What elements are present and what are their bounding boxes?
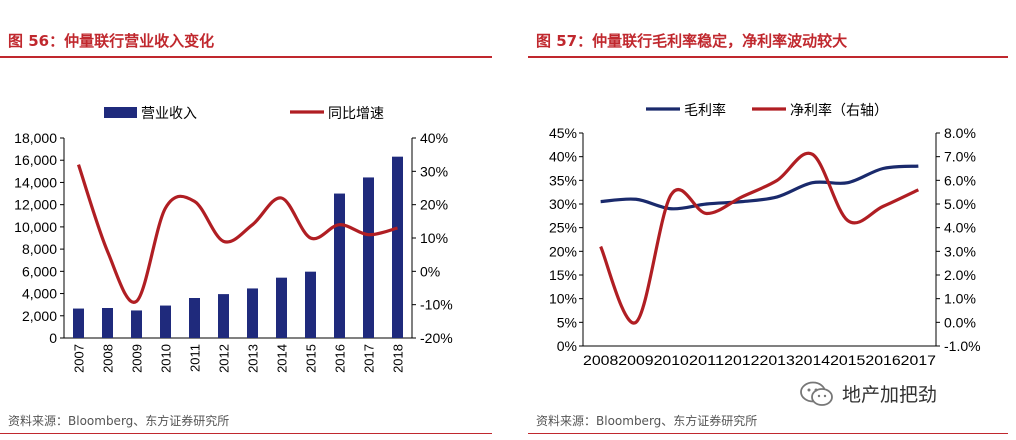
x-tick-label: 2010 [654,353,689,368]
figure-57-source: 资料来源：Bloomberg、东方证券研究所 [536,414,758,428]
y-tick-label-left: 8,000 [22,241,57,257]
x-tick-label: 2017 [901,353,936,368]
figure-56-source: 资料来源：Bloomberg、东方证券研究所 [8,414,230,428]
legend-swatch-revenue [104,107,137,118]
y-tick-label-right: 3.0% [944,243,976,259]
legend-label-net: 净利率（右轴） [790,102,888,119]
y-tick-label-right: -1.0% [944,338,981,354]
x-tick-label: 2009 [130,344,145,373]
revenue-bar [276,277,287,338]
x-tick-label: 2015 [830,353,865,368]
x-tick-label: 2011 [689,353,724,368]
x-tick-label: 2016 [333,344,348,373]
y-tick-label-right: 30% [420,163,448,179]
y-tick-label-right: 0% [420,263,440,279]
revenue-bar [392,156,403,338]
x-tick-label: 2013 [760,353,795,368]
y-tick-label-right: 2.0% [944,267,976,283]
y-tick-label-right: 0.0% [944,314,976,330]
revenue-bar [131,310,142,338]
bottom-rule [528,433,1008,434]
y-tick-label-left: 18,000 [14,130,57,146]
x-tick-label: 2008 [583,353,618,368]
y-tick-label-left: 25% [549,220,577,236]
y-tick-label-left: 14,000 [14,174,57,190]
x-tick-label: 2009 [618,353,653,368]
revenue-bar [305,271,316,338]
x-tick-label: 2014 [795,353,831,368]
y-tick-label-left: 0 [49,330,57,346]
y-tick-label-right: 7.0% [944,149,976,165]
y-tick-label-left: 10% [549,291,577,307]
x-tick-label: 2015 [304,344,319,373]
net-margin-line [599,151,920,325]
y-tick-label-left: 45% [549,125,577,141]
title-rule [0,56,492,58]
y-tick-label-left: 6,000 [22,263,57,279]
figure-56-panel: 图 56：仲量联行营业收入变化 0 2,000 4,000 6,000 8,000 10,… [0,0,500,440]
revenue-bar [73,308,84,338]
wechat-watermark: 地产加把劲 [800,380,937,407]
y-tick-label-left: 5% [557,314,577,330]
y-tick-label-left: 35% [549,172,577,188]
bottom-rule [0,433,492,434]
y-tick-label-left: 40% [549,149,577,165]
title-rule [528,56,1008,58]
y-tick-label-right: -20% [420,330,453,346]
y-tick-label-right: 20% [420,197,448,213]
y-tick-label-left: 2,000 [22,308,57,324]
x-tick-label: 2016 [865,353,900,368]
y-tick-label-left: 15% [549,267,577,283]
revenue-bar [247,288,258,338]
revenue-bar [189,298,200,338]
x-tick-label: 2017 [362,344,377,373]
y-tick-label-right: 8.0% [944,125,976,141]
revenue-chart: 0 2,000 4,000 6,000 8,000 10,000 12,000 14,000 1… [14,106,453,373]
y-tick-label-left: 30% [549,196,577,212]
legend-label-growth: 同比增速 [328,106,384,122]
y-tick-label-right: 6.0% [944,172,976,188]
figure-56-title: 图 56：仲量联行营业收入变化 [8,32,215,50]
margin-chart: 0% 5% 10% 15% 20% 25% 30% 35% 40% 45% -1.0% 0.0% 1.0… [549,102,981,368]
x-tick-label: 2013 [246,344,261,373]
legend-label-revenue: 营业收入 [141,106,197,122]
revenue-bar [160,305,171,338]
y-tick-label-right: 4.0% [944,220,976,236]
x-tick-label: 2018 [391,344,406,373]
x-tick-label: 2012 [724,353,759,368]
y-tick-label-right: 40% [420,130,448,146]
revenue-bar [218,294,229,338]
y-tick-label-left: 12,000 [14,197,57,213]
y-tick-label-left: 0% [557,338,577,354]
y-tick-label-right: 10% [420,230,448,246]
figure-57-panel: 图 57：仲量联行毛利率稳定，净利率波动较大 0% 5% 10% 15% 20% 25% 3… [528,0,1016,440]
x-tick-label: 2011 [188,344,203,372]
y-tick-label-left: 10,000 [14,219,57,235]
growth-line [76,164,398,304]
x-tick-label: 2008 [101,344,116,373]
legend-label-gross: 毛利率 [684,102,726,119]
y-tick-label-right: 5.0% [944,196,976,212]
x-tick-label: 2010 [159,344,174,373]
figure-57-title: 图 57：仲量联行毛利率稳定，净利率波动较大 [536,32,848,50]
revenue-bar [334,193,345,338]
x-tick-label: 2014 [275,344,290,373]
revenue-bar [102,308,113,338]
watermark-text: 地产加把劲 [842,384,938,406]
x-tick-label: 2007 [72,344,87,373]
gross-margin-line [600,164,919,211]
revenue-bar [363,177,374,338]
y-tick-label-right: 1.0% [944,291,976,307]
y-tick-label-left: 4,000 [22,286,57,302]
y-tick-label-left: 16,000 [14,152,57,168]
y-tick-label-left: 20% [549,243,577,259]
y-tick-label-right: -10% [420,297,453,313]
wechat-icon [800,381,834,407]
x-tick-label: 2012 [217,344,232,373]
